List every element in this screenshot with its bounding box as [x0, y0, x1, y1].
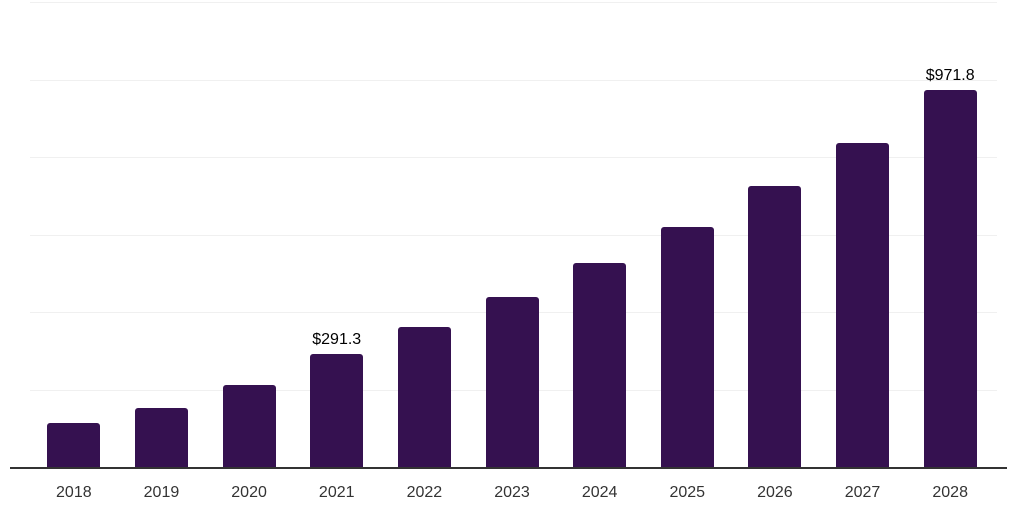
x-tick-label-2023: 2023: [494, 484, 530, 501]
bar-2022: [397, 327, 451, 467]
x-tick-label-2019: 2019: [143, 484, 180, 501]
bar-2026: [748, 185, 802, 467]
bar-2021: [310, 354, 364, 467]
gridline-800: [30, 157, 997, 158]
x-tick-label-2024: 2024: [581, 484, 618, 501]
bar-2019: [134, 408, 188, 467]
data-label-2021: $291.3: [312, 331, 362, 349]
bar-2027: [836, 142, 890, 467]
bar-2020: [222, 385, 276, 467]
x-tick-label-2026: 2026: [757, 484, 793, 501]
gridline-1200: [30, 2, 997, 3]
x-tick-label-2018: 2018: [56, 484, 92, 501]
x-tick-label-2027: 2027: [844, 484, 881, 501]
x-tick-label-2025: 2025: [669, 484, 706, 501]
x-tick-label-2022: 2022: [406, 484, 443, 501]
x-tick-label-2028: 2028: [932, 484, 968, 501]
gridline-600: [30, 234, 997, 236]
bar-2023: [485, 297, 539, 467]
bar-2025: [660, 226, 714, 467]
x-tick-label-2020: 2020: [231, 484, 267, 501]
x-tick-label-2021: 2021: [318, 484, 355, 501]
gridline-1000: [30, 79, 997, 81]
data-label-2028: $971.8: [925, 67, 975, 85]
bar-2018: [47, 423, 101, 467]
x-axis-line: [10, 467, 1007, 469]
bar-2028: [923, 90, 977, 467]
bar-2024: [573, 263, 627, 467]
